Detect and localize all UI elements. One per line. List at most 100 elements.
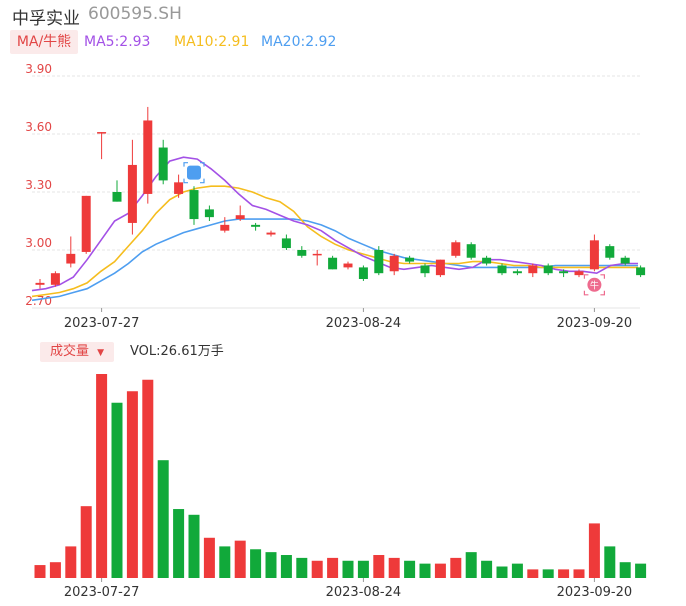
x-tick-label: 2023-08-24	[326, 316, 402, 331]
candle-down	[281, 238, 291, 249]
volume-bar	[296, 557, 308, 578]
ma20-legend-item: MA20:2.92	[261, 34, 337, 50]
candle-up	[81, 195, 91, 252]
candle-down	[297, 250, 307, 256]
candle-down	[636, 267, 646, 276]
candle-down	[358, 267, 368, 279]
volume-bar	[111, 402, 123, 578]
volume-bar	[280, 555, 292, 578]
volume-bar	[142, 379, 154, 578]
volume-bar	[126, 391, 138, 578]
candle-down	[466, 244, 476, 258]
volume-bar	[481, 560, 493, 578]
volume-bar	[558, 569, 570, 578]
ma10-line	[31, 185, 638, 298]
volume-bar	[96, 374, 108, 578]
candle-up	[127, 164, 137, 223]
volume-bar	[311, 560, 323, 578]
candle-up	[266, 232, 276, 235]
candle-up	[435, 259, 445, 276]
x-tick-label: 2023-07-27	[64, 316, 140, 331]
candle-up	[50, 273, 60, 285]
volume-bar	[635, 563, 647, 578]
x-tick-label: 2023-08-24	[326, 585, 402, 600]
volume-bar	[203, 537, 215, 578]
ma-indicator-toggle[interactable]: MA/牛熊	[10, 30, 78, 54]
bear-signal-frame	[183, 162, 205, 184]
volume-bar	[588, 523, 600, 578]
volume-indicator-dropdown[interactable]: 成交量 ▼	[40, 342, 114, 362]
candle-up	[389, 255, 399, 272]
volume-bar	[573, 569, 585, 578]
volume-bar	[619, 562, 631, 578]
x-tick-label: 2023-07-27	[64, 585, 140, 600]
volume-bar	[604, 546, 616, 578]
candle-down	[328, 257, 338, 270]
volume-bar	[450, 557, 462, 578]
volume-bar	[219, 546, 231, 578]
candle-down	[620, 257, 630, 264]
candle-up	[97, 132, 107, 134]
candle-down	[543, 265, 553, 274]
volume-bar	[265, 552, 277, 578]
bull-signal-frame	[583, 274, 605, 296]
volume-bar	[49, 562, 61, 578]
candle-up	[174, 182, 184, 194]
candle-up	[143, 120, 153, 194]
candle-down	[251, 224, 261, 227]
volume-bar	[342, 560, 354, 578]
volume-bar	[542, 569, 554, 578]
volume-bar	[34, 565, 46, 578]
candle-down	[420, 265, 430, 274]
y-tick-label: 3.90	[25, 62, 52, 76]
candle-down	[158, 147, 168, 181]
volume-indicator-label: 成交量	[49, 344, 89, 359]
y-tick-label: 3.30	[25, 178, 52, 192]
volume-bar	[511, 563, 523, 578]
stock-name: 中孚实业	[12, 9, 80, 29]
volume-bar	[496, 566, 508, 578]
candle-down	[374, 250, 384, 274]
candle-down	[497, 265, 507, 274]
y-tick-label: 3.60	[25, 120, 52, 134]
bull-signal-marker	[587, 277, 602, 292]
volume-bar	[388, 557, 400, 578]
volume-bar	[419, 563, 431, 578]
x-tick-label: 2023-09-20	[557, 316, 633, 331]
candle-up	[451, 242, 461, 256]
volume-bar	[527, 569, 539, 578]
candle-up	[312, 253, 322, 256]
bull-signal-text: 牛	[590, 279, 599, 291]
volume-bar	[65, 546, 77, 578]
candle-down	[605, 246, 615, 258]
volume-bar	[157, 460, 169, 578]
candle-down	[405, 257, 415, 262]
y-tick-label: 2.70	[25, 294, 52, 308]
volume-bar	[327, 557, 339, 578]
candle-up	[220, 224, 230, 231]
stock-code: 600595.SH	[88, 4, 182, 24]
volume-bar	[234, 540, 246, 578]
x-tick-label: 2023-09-20	[557, 585, 633, 600]
candle-up	[528, 265, 538, 274]
volume-bar	[188, 514, 200, 578]
candle-up	[574, 271, 584, 276]
volume-bar	[250, 549, 262, 578]
volume-bar	[373, 555, 385, 578]
candle-down	[189, 190, 199, 220]
volume-bar	[173, 509, 185, 578]
bear-signal-marker	[187, 165, 201, 180]
volume-bar	[80, 506, 92, 578]
candle-down	[512, 271, 522, 274]
candle-up	[66, 253, 76, 264]
candle-down	[482, 257, 492, 264]
candle-down	[112, 192, 122, 202]
volume-value-label: VOL:26.61万手	[130, 344, 224, 359]
candle-up	[235, 215, 245, 220]
chevron-down-icon: ▼	[97, 348, 105, 358]
candle-up	[35, 282, 45, 285]
y-tick-label: 3.00	[25, 236, 52, 250]
volume-bar	[465, 552, 477, 578]
candle-up	[589, 240, 599, 270]
